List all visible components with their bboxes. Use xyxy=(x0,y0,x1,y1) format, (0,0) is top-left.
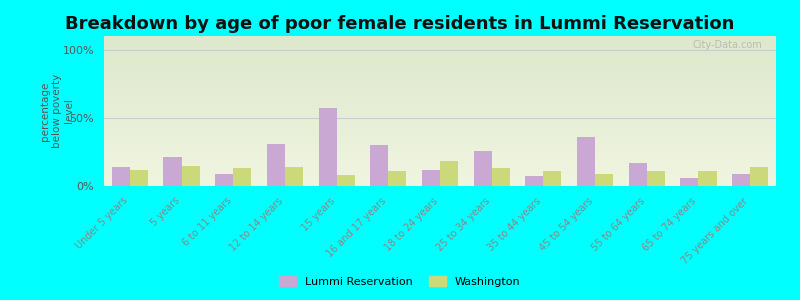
Bar xyxy=(474,151,492,186)
Bar xyxy=(234,168,251,186)
Bar xyxy=(595,174,613,186)
Bar xyxy=(422,169,440,186)
Bar xyxy=(577,137,595,186)
Bar xyxy=(543,171,562,186)
Bar xyxy=(337,175,354,186)
Text: City-Data.com: City-Data.com xyxy=(693,40,762,50)
Bar xyxy=(629,163,646,186)
Bar xyxy=(130,169,148,186)
Bar xyxy=(267,144,285,186)
Bar xyxy=(526,176,543,186)
Legend: Lummi Reservation, Washington: Lummi Reservation, Washington xyxy=(275,272,525,291)
Bar xyxy=(492,168,510,186)
Bar xyxy=(112,167,130,186)
Bar xyxy=(163,158,182,186)
Text: Breakdown by age of poor female residents in Lummi Reservation: Breakdown by age of poor female resident… xyxy=(66,15,734,33)
Bar xyxy=(440,161,458,186)
Bar xyxy=(732,174,750,186)
Bar xyxy=(698,171,717,186)
Bar xyxy=(750,167,768,186)
Bar xyxy=(182,166,200,186)
Bar xyxy=(370,145,388,186)
Bar xyxy=(285,167,303,186)
Bar xyxy=(646,171,665,186)
Bar xyxy=(318,108,337,186)
Bar xyxy=(680,178,698,186)
Bar xyxy=(215,174,234,186)
Bar xyxy=(388,171,406,186)
Y-axis label: percentage
below poverty
level: percentage below poverty level xyxy=(41,74,74,148)
